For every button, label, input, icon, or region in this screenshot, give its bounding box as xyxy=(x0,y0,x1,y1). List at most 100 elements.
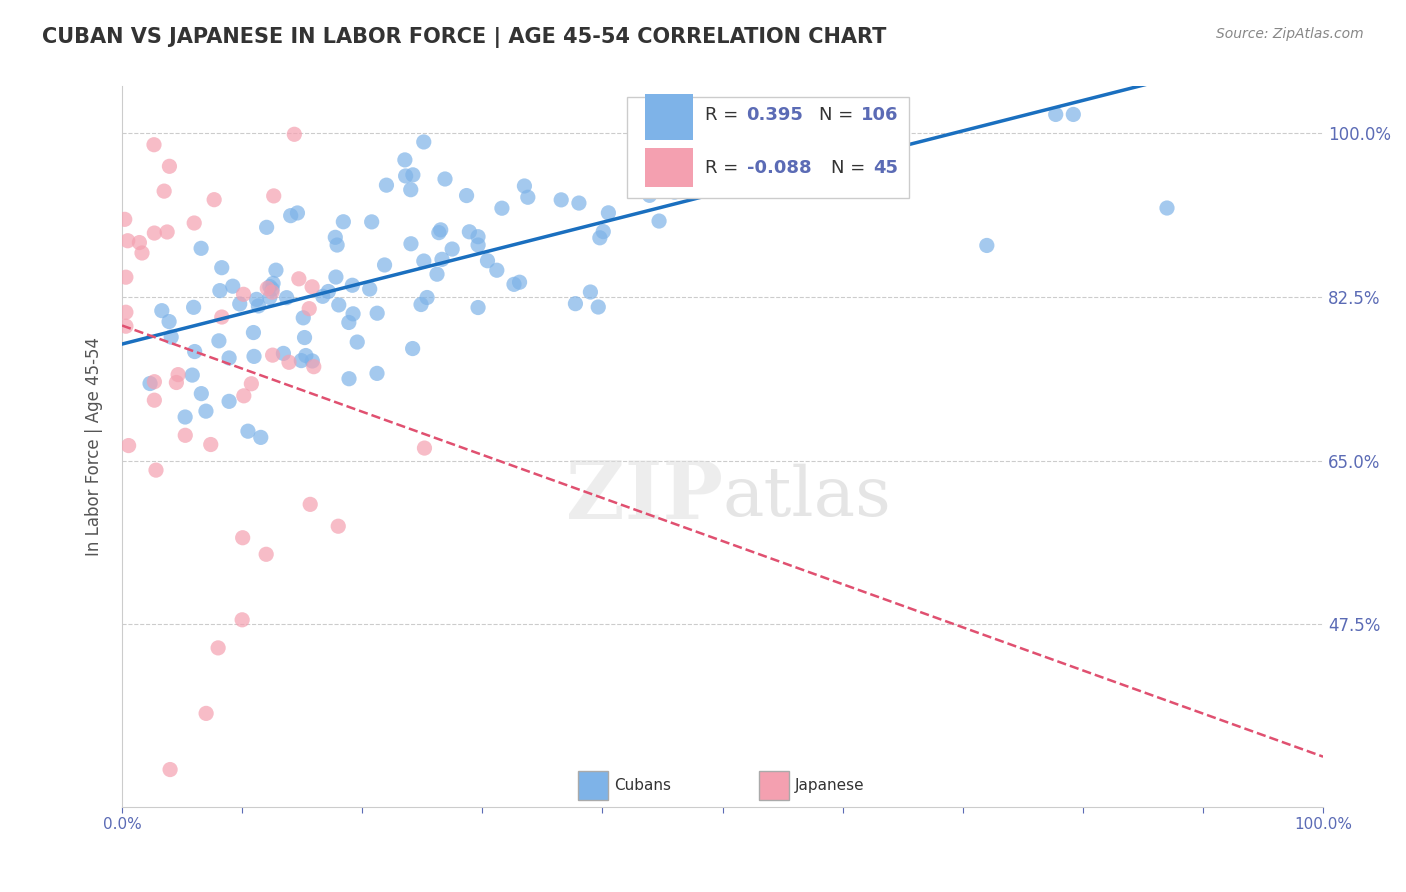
Point xyxy=(276,291,298,305)
Point xyxy=(477,253,499,268)
Point xyxy=(183,216,205,230)
Point xyxy=(634,126,657,140)
Point xyxy=(312,289,335,303)
Point xyxy=(328,519,350,533)
Point xyxy=(143,393,166,408)
Point xyxy=(232,389,254,403)
Point xyxy=(194,404,217,418)
Text: N =: N = xyxy=(831,159,870,177)
Point xyxy=(648,214,671,228)
Point xyxy=(145,463,167,477)
Point xyxy=(664,185,686,199)
Point xyxy=(153,184,176,198)
Point xyxy=(222,279,245,293)
Point xyxy=(503,277,526,292)
Point xyxy=(273,346,295,360)
Point xyxy=(278,355,301,369)
Point xyxy=(260,285,283,300)
Text: R =: R = xyxy=(704,106,744,124)
Point xyxy=(143,137,166,152)
Point xyxy=(262,277,284,291)
Point xyxy=(301,354,323,368)
Point xyxy=(195,706,218,721)
Text: 106: 106 xyxy=(860,106,898,124)
Point xyxy=(332,215,354,229)
Point xyxy=(976,238,998,252)
Point xyxy=(183,344,205,359)
Point xyxy=(245,293,267,307)
Point xyxy=(165,376,187,390)
Point xyxy=(117,439,139,453)
Point xyxy=(295,349,318,363)
Point xyxy=(299,497,322,511)
Point xyxy=(150,303,173,318)
Point xyxy=(131,246,153,260)
Point xyxy=(115,305,138,319)
Point xyxy=(254,547,277,561)
Point xyxy=(433,172,456,186)
Point xyxy=(280,209,302,223)
Point xyxy=(1045,107,1067,121)
Text: Source: ZipAtlas.com: Source: ZipAtlas.com xyxy=(1216,27,1364,41)
Text: Cubans: Cubans xyxy=(614,778,672,793)
Point xyxy=(242,326,264,340)
Point xyxy=(342,307,364,321)
Point xyxy=(516,190,538,204)
Point xyxy=(509,275,531,289)
Point xyxy=(128,235,150,250)
Point xyxy=(830,107,852,121)
Point xyxy=(337,316,360,330)
Point xyxy=(1062,107,1084,121)
Point xyxy=(143,226,166,240)
Point xyxy=(409,297,432,311)
Point xyxy=(167,368,190,382)
Point xyxy=(568,196,591,211)
Text: 0.395: 0.395 xyxy=(747,106,803,124)
Text: Japanese: Japanese xyxy=(794,778,865,793)
Point xyxy=(208,284,231,298)
Point xyxy=(256,220,278,235)
Point xyxy=(259,279,281,293)
Point xyxy=(232,531,254,545)
Point xyxy=(262,348,284,362)
Point xyxy=(283,128,305,142)
Point xyxy=(302,359,325,374)
Text: atlas: atlas xyxy=(723,464,891,531)
FancyBboxPatch shape xyxy=(759,771,789,800)
Point xyxy=(458,225,481,239)
Point xyxy=(229,297,252,311)
Point xyxy=(374,258,396,272)
Point xyxy=(429,223,451,237)
Text: -0.088: -0.088 xyxy=(747,159,811,177)
Point xyxy=(318,285,340,299)
Point xyxy=(485,263,508,277)
Point xyxy=(117,234,139,248)
Point xyxy=(688,112,710,127)
Point xyxy=(638,188,661,202)
Point xyxy=(550,193,572,207)
Point xyxy=(426,267,449,281)
Point xyxy=(467,238,489,252)
Point xyxy=(157,314,180,328)
Point xyxy=(402,168,425,182)
Point xyxy=(263,189,285,203)
Point xyxy=(143,375,166,389)
FancyBboxPatch shape xyxy=(578,771,609,800)
Point xyxy=(114,212,136,227)
Point xyxy=(467,229,489,244)
Point xyxy=(301,280,323,294)
Point xyxy=(328,298,350,312)
Point xyxy=(115,270,138,285)
Point xyxy=(247,299,270,313)
Point xyxy=(735,126,758,140)
Point xyxy=(200,437,222,451)
Point xyxy=(579,285,602,299)
Point xyxy=(427,226,450,240)
Point xyxy=(181,368,204,383)
Point xyxy=(292,310,315,325)
Point xyxy=(430,252,453,267)
Point xyxy=(183,301,205,315)
Point xyxy=(159,763,181,777)
Point xyxy=(360,215,382,229)
Point xyxy=(366,306,388,320)
